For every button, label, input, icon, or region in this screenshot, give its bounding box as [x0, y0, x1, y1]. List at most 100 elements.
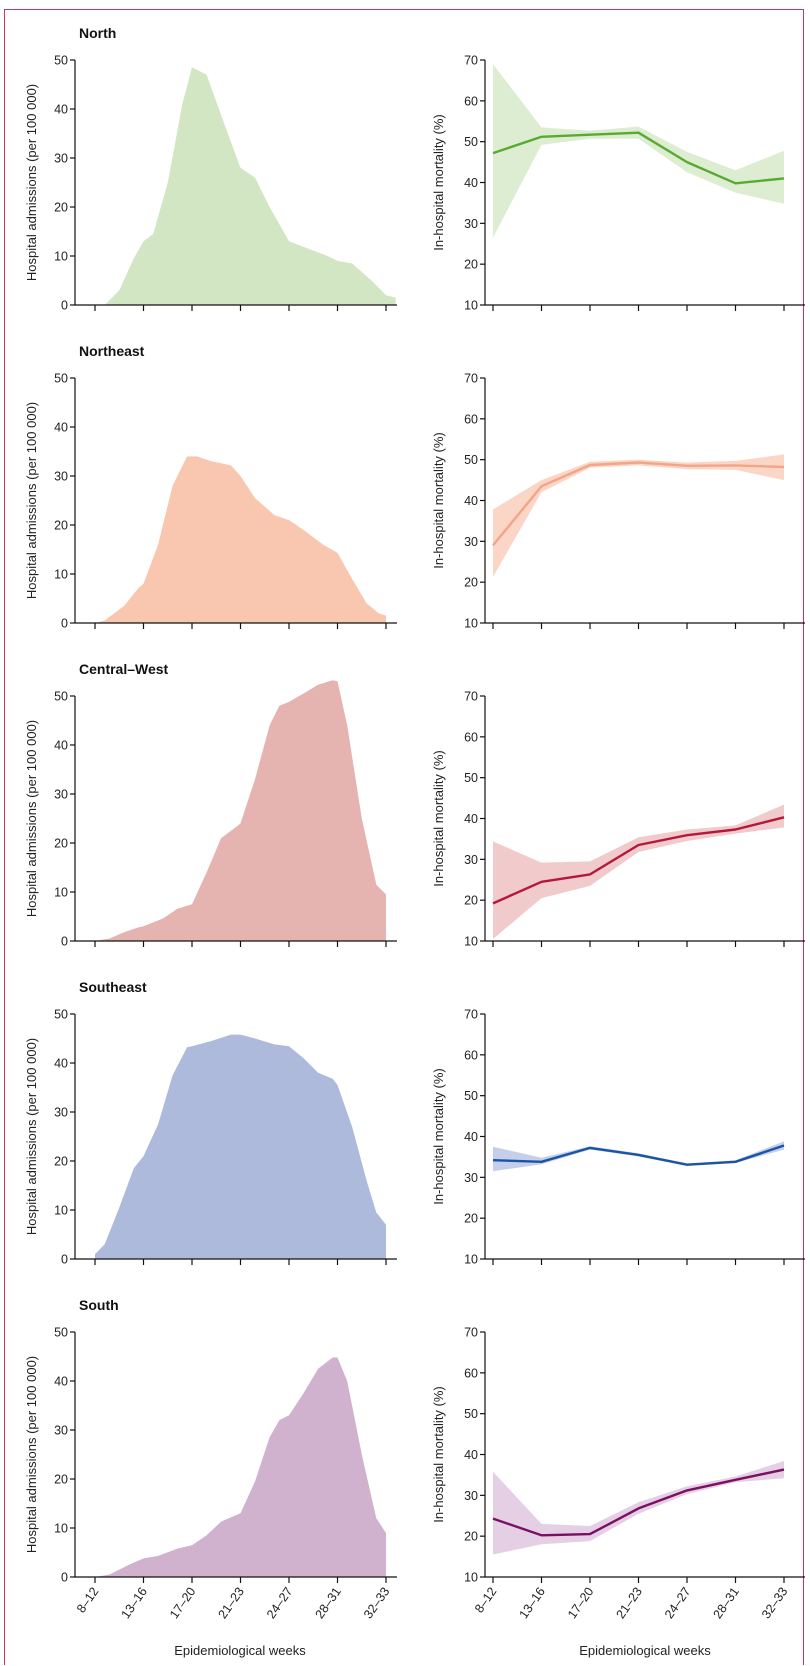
y-tick-label: 40: [464, 176, 478, 190]
y-tick-label: 70: [464, 54, 478, 68]
panel-title: North: [79, 25, 116, 41]
area-series: [95, 456, 386, 623]
y-tick-label: 40: [464, 1448, 478, 1462]
x-tick-label: 8–12: [74, 1585, 101, 1616]
y-tick-label: 50: [54, 1008, 68, 1022]
y-tick-label: 40: [464, 1130, 478, 1144]
x-tick-label: 32–33: [759, 1585, 790, 1622]
y-tick-label: 0: [61, 299, 68, 313]
y-tick-label: 0: [61, 617, 68, 631]
y-tick-label: 30: [464, 217, 478, 231]
x-tick-label: 13–16: [119, 1585, 150, 1622]
y-axis-label: Hospital admissions (per 100 000): [24, 1356, 39, 1553]
panel-title: South: [79, 1297, 119, 1313]
y-tick-label: 60: [464, 1366, 478, 1380]
y-axis-label: In-hospital mortality (%): [431, 432, 446, 569]
x-tick-label: 24–27: [662, 1585, 693, 1622]
y-tick-label: 70: [464, 1008, 478, 1022]
x-tick-label: 28–31: [711, 1585, 742, 1622]
area-panel-centralwest: Central–West 0 10 20 30 40 50 Hospital admissio…: [24, 661, 397, 949]
area-panel-north: North 0 10 20 30 40 50 Hospital admissions (per…: [24, 25, 397, 313]
y-tick-label: 10: [54, 250, 68, 264]
y-tick-label: 10: [54, 886, 68, 900]
figure-frame: [4, 9, 804, 1665]
y-tick-label: 60: [464, 94, 478, 108]
x-tick-label: 28–31: [313, 1585, 344, 1622]
confidence-band: [493, 64, 784, 238]
y-tick-label: 30: [54, 470, 68, 484]
y-tick-label: 20: [464, 1530, 478, 1544]
area-panel-southeast: Southeast 0 10 20 30 40 50 Hospital admissions …: [24, 979, 397, 1267]
y-tick-label: 10: [464, 1571, 478, 1585]
mortality-line: [492, 1468, 785, 1537]
area-panel-northeast: Northeast 0 10 20 30 40 50 Hospital admissions …: [24, 343, 397, 631]
y-tick-label: 60: [464, 730, 478, 744]
y-tick-label: 50: [54, 690, 68, 704]
y-tick-label: 70: [464, 1326, 478, 1340]
mortality-panel-north: 10 20 30 40 50 60 70 In-hospital mortality (%): [431, 54, 805, 313]
mortality-line: [492, 131, 785, 185]
y-tick-label: 40: [54, 103, 68, 117]
y-axis-label: In-hospital mortality (%): [431, 750, 446, 887]
panel-title: Southeast: [79, 979, 147, 995]
y-tick-label: 40: [464, 812, 478, 826]
y-tick-label: 70: [464, 690, 478, 704]
y-tick-label: 10: [464, 935, 478, 949]
y-tick-label: 30: [54, 152, 68, 166]
x-tick-label: 21–23: [614, 1585, 645, 1622]
mortality-panel-northeast: 10 20 30 40 50 60 70 In-hospital mortality (%): [431, 372, 805, 631]
y-tick-label: 10: [54, 1204, 68, 1218]
mortality-panel-centralwest: 10 20 30 40 50 60 70 In-hospital mortality (%): [431, 690, 805, 949]
y-tick-label: 20: [54, 1473, 68, 1487]
mortality-line: [492, 1144, 785, 1166]
mortality-line: [492, 816, 785, 905]
y-tick-label: 10: [464, 617, 478, 631]
y-tick-label: 40: [464, 494, 478, 508]
y-tick-label: 50: [54, 54, 68, 68]
y-tick-label: 50: [54, 372, 68, 386]
x-tick-label: 32–33: [361, 1585, 392, 1622]
y-tick-label: 40: [54, 739, 68, 753]
mortality-panel-south: 10 20 30 40 50 60 70 8–12 13–16 17–20 21–23 24–27 28…: [431, 1326, 805, 1622]
y-tick-label: 30: [54, 1424, 68, 1438]
y-tick-label: 20: [54, 519, 68, 533]
area-series: [104, 67, 396, 305]
y-tick-label: 20: [54, 201, 68, 215]
x-tick-label: 17–20: [565, 1585, 596, 1622]
y-tick-label: 0: [61, 1571, 68, 1585]
x-axis-label-right: Epidemiological weeks: [579, 1643, 711, 1658]
x-tick-label: 24–27: [264, 1585, 295, 1622]
x-tick-label: 21–23: [216, 1585, 247, 1622]
y-tick-label: 60: [464, 412, 478, 426]
y-tick-label: 30: [54, 1106, 68, 1120]
x-tick-label: 17–20: [167, 1585, 198, 1622]
y-tick-label: 30: [464, 535, 478, 549]
confidence-band: [493, 804, 784, 939]
y-tick-label: 20: [464, 1212, 478, 1226]
y-tick-label: 0: [61, 1253, 68, 1267]
mortality-line: [492, 461, 785, 547]
y-tick-label: 50: [464, 771, 478, 785]
y-tick-label: 50: [54, 1326, 68, 1340]
mortality-panel-southeast: 10 20 30 40 50 60 70 In-hospital mortality (%): [431, 1008, 805, 1267]
y-tick-label: 0: [61, 935, 68, 949]
x-axis-label-left: Epidemiological weeks: [174, 1643, 306, 1658]
y-tick-label: 50: [464, 453, 478, 467]
panel-title: Central–West: [79, 661, 169, 677]
y-tick-label: 30: [54, 788, 68, 802]
y-tick-label: 30: [464, 1171, 478, 1185]
area-series: [95, 1357, 386, 1577]
y-tick-label: 20: [464, 894, 478, 908]
y-tick-label: 70: [464, 372, 478, 386]
y-tick-label: 60: [464, 1048, 478, 1062]
y-axis-label: In-hospital mortality (%): [431, 1386, 446, 1523]
confidence-band: [493, 454, 784, 577]
y-tick-label: 20: [54, 1155, 68, 1169]
x-tick-label: 8–12: [472, 1585, 499, 1616]
y-axis-label: In-hospital mortality (%): [431, 114, 446, 251]
y-tick-label: 20: [464, 258, 478, 272]
y-tick-label: 10: [54, 1522, 68, 1536]
confidence-band: [493, 1141, 784, 1172]
y-tick-label: 20: [464, 576, 478, 590]
